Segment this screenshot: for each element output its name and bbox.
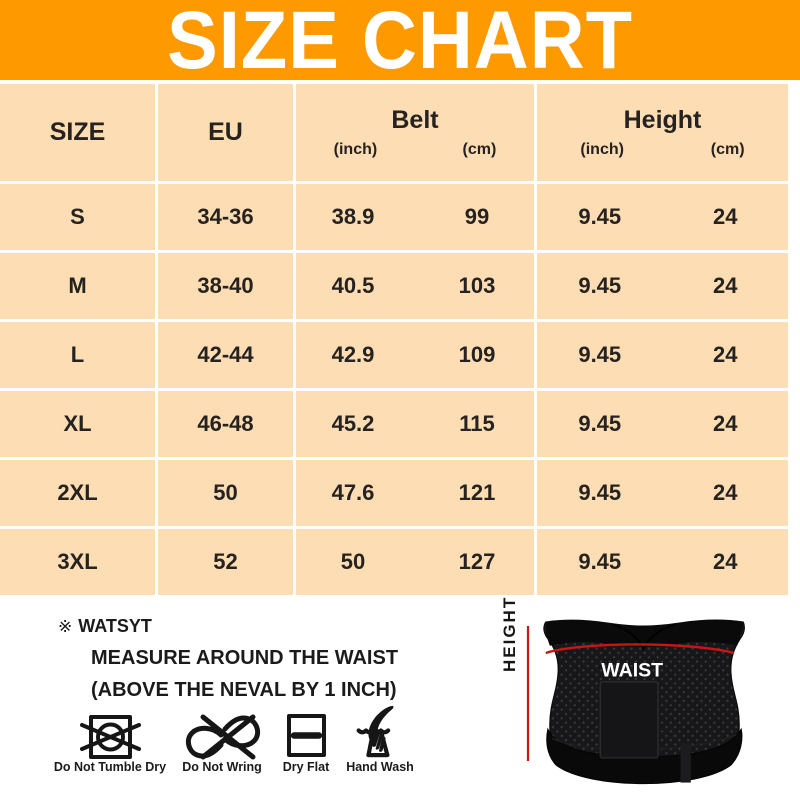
svg-text:WAIST: WAIST: [601, 660, 663, 682]
